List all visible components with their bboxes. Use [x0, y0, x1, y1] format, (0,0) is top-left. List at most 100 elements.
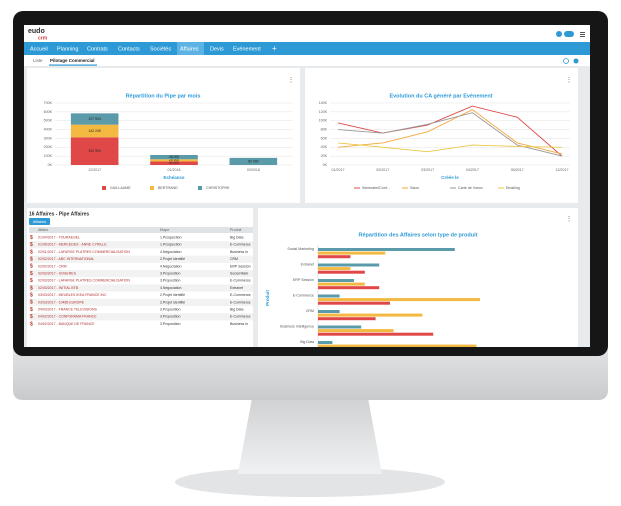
y-tick-label: 100K — [319, 119, 328, 123]
cell: 3.Proposition — [160, 308, 180, 312]
cell[interactable]: 02/02/2017 - CRM — [38, 264, 67, 268]
row-icon: $ — [30, 249, 33, 255]
cell: 2.Projet identifié — [160, 257, 185, 261]
legend-swatch — [198, 186, 202, 190]
nav-item[interactable]: + — [272, 44, 277, 53]
card-menu[interactable]: ⋮ — [566, 217, 572, 223]
y-tick-label: E-Commerce — [293, 293, 314, 297]
column-header[interactable]: Produit — [230, 228, 241, 232]
menu-icon-bar — [580, 36, 585, 37]
refresh-icon[interactable] — [563, 58, 569, 64]
tab-bar — [24, 55, 590, 66]
nav-item[interactable]: Contacts — [118, 46, 140, 52]
table-title: 16 Affaires - Pipe Affaires — [29, 211, 89, 217]
bar — [318, 282, 365, 286]
cell[interactable]: 02/02/2017 - ABC INTERNATIONAL — [38, 257, 94, 261]
cell: E-Commerce — [230, 243, 251, 247]
badge[interactable] — [564, 31, 574, 37]
cell[interactable]: 04/02/2017 - CONFORAMA FRANCE — [38, 315, 97, 319]
app-header — [24, 25, 590, 42]
bar-segment — [70, 137, 119, 165]
card-menu[interactable]: ⋮ — [288, 78, 294, 84]
bar — [318, 325, 362, 329]
x-tick-label: 05/2017 — [511, 168, 524, 172]
value-label: 48 000 — [169, 155, 179, 159]
cell[interactable]: 02/03/2017 - SOGERES — [38, 272, 77, 276]
cell[interactable]: 04/03/2017 - FRANCE TELEVISIONS — [38, 308, 98, 312]
nav-item[interactable]: Evénement — [233, 46, 261, 52]
y-tick-label: Social Marketing — [287, 247, 314, 251]
bar — [318, 251, 386, 255]
y-tick-label: 60K — [321, 136, 328, 140]
legend-label[interactable]: CHRISTOPHE — [206, 186, 230, 190]
cell[interactable]: 02/03/2017 - INITIAL BTB — [38, 286, 79, 290]
card — [305, 68, 578, 203]
legend-label[interactable]: Salon — [410, 186, 419, 190]
legend-label[interactable]: Carte de Voeux — [458, 186, 483, 190]
row-icon: $ — [30, 264, 33, 270]
card-menu[interactable]: ⋮ — [566, 78, 572, 84]
bar-segment — [150, 154, 198, 160]
legend-label[interactable]: GUILLAUME — [110, 186, 131, 190]
cell[interactable]: 01/06/2017 - MERCEDES - ANNE CYRILLE — [38, 243, 107, 247]
cell: E-Commerce — [230, 300, 251, 304]
legend-swatch — [102, 186, 106, 190]
y-tick-label: 400K — [44, 128, 53, 132]
row-icon: $ — [30, 285, 33, 291]
bar — [318, 310, 340, 313]
column-header[interactable]: Etape — [160, 228, 169, 232]
cell[interactable]: 03/03/2017 - 10485 EUROPE — [38, 300, 85, 304]
menu-icon[interactable] — [580, 32, 585, 33]
button-label[interactable]: Affaires — [33, 219, 47, 224]
bar — [318, 294, 340, 298]
legend-label[interactable]: BERTRAND — [158, 186, 178, 190]
tab[interactable]: Liste — [33, 58, 43, 63]
cell[interactable]: 02/01/2017 - LAFARGE PLATRES COMMERCIALI… — [38, 250, 130, 254]
cell[interactable]: 02/03/2017 - LAFARGE PLATRES COMMERCIALI… — [38, 279, 130, 283]
cell[interactable]: 03/03/2017 - MEUBLES IKEA FRANCE INC — [38, 293, 107, 297]
y-tick-label: 100K — [44, 154, 53, 158]
legend-label[interactable]: Séminaire/Conf... — [362, 186, 390, 190]
y-tick-label: 40K — [321, 145, 328, 149]
cell: 1.Prospection — [160, 236, 181, 240]
tab[interactable]: Pilotage Commercial — [50, 58, 95, 63]
value-label: 40 000 — [169, 161, 179, 165]
y-tick-label: 500K — [44, 119, 53, 123]
bar-segment — [70, 124, 119, 138]
cell[interactable]: 01/04/2017 - TOURAEGEL — [38, 236, 80, 240]
nav-item[interactable]: Accueil — [30, 46, 48, 52]
cell: E-Commerce — [230, 293, 251, 297]
settings-icon[interactable] — [573, 58, 579, 64]
cell: E-Commerce — [230, 279, 251, 283]
x-tick-label: 01/2018 — [168, 168, 181, 172]
button[interactable] — [29, 218, 50, 225]
nav-item[interactable]: Affaires — [180, 46, 199, 52]
cell: 3.Proposition — [160, 272, 180, 276]
column-header[interactable]: Affaire — [38, 228, 48, 232]
nav-item[interactable]: Sociétés — [150, 46, 171, 52]
line-series — [337, 142, 563, 153]
y-tick-label: 0K — [48, 163, 53, 167]
legend-label[interactable]: Emailing — [506, 186, 520, 190]
row-icon: $ — [30, 321, 33, 327]
card — [258, 208, 578, 347]
bar — [318, 248, 455, 251]
row-stripe — [29, 270, 253, 278]
bar — [318, 279, 354, 282]
nav-item[interactable]: Devis — [210, 46, 224, 52]
nav-active — [177, 42, 204, 55]
row-icon: $ — [30, 271, 33, 277]
logo: eudo — [28, 28, 45, 35]
y-tick-label: 120K — [319, 110, 328, 114]
bell-icon[interactable] — [556, 31, 562, 37]
line-series — [337, 105, 563, 157]
y-tick-label: 20K — [321, 154, 328, 158]
value-label: 127 934 — [89, 117, 101, 121]
nav-item[interactable]: Contrats — [87, 46, 108, 52]
stand-base — [175, 467, 445, 497]
cell: ERP Session — [230, 264, 251, 268]
cell[interactable]: 04/02/2017 - BANQUE DE FRANCE — [38, 322, 95, 326]
nav-item[interactable]: Planning — [57, 46, 78, 52]
cell: 3.Proposition — [160, 279, 180, 283]
